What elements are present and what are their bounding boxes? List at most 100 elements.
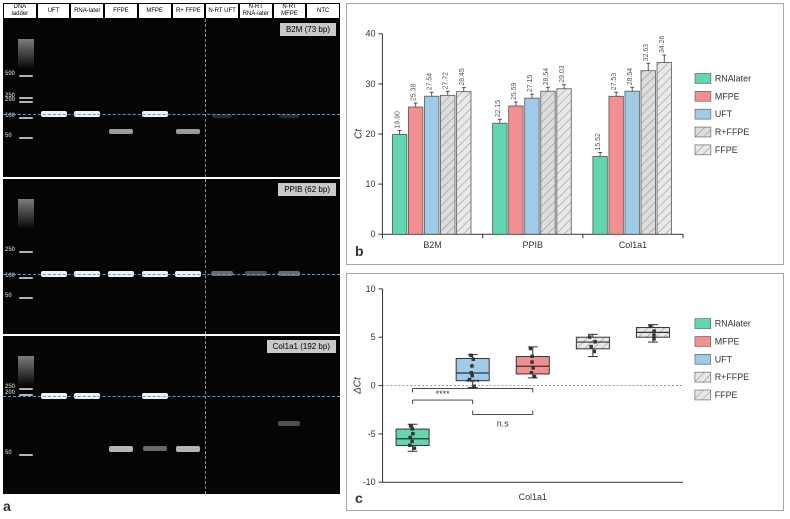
amplicon-size-line	[3, 274, 340, 275]
legend-label: RNAlater	[715, 73, 751, 83]
ladder-label: 50	[5, 133, 12, 139]
panel-a-letter: a	[3, 498, 11, 514]
svg-text:20: 20	[366, 129, 376, 139]
legend-swatch	[695, 91, 711, 101]
bar	[457, 92, 471, 235]
lane-separator	[205, 179, 206, 334]
data-point	[413, 446, 416, 449]
svg-text:0: 0	[371, 381, 376, 391]
ladder-label: 500	[5, 71, 15, 77]
svg-text:0: 0	[370, 229, 375, 239]
data-point	[408, 444, 411, 447]
panel-c-boxplot: -10-50510ΔCt********n.sCol1a1RNAlaterMFP…	[346, 273, 784, 511]
bar	[392, 135, 406, 235]
svg-text:30: 30	[366, 79, 376, 89]
data-point	[410, 440, 413, 443]
gel-target-label: PPIB (62 bp)	[278, 183, 336, 196]
panel-c-letter: c	[355, 490, 363, 506]
gel-band	[278, 421, 300, 426]
lane-header-cell: MFPE	[138, 3, 172, 19]
legend-label: MFPE	[715, 91, 740, 101]
legend-swatch	[695, 109, 711, 119]
data-point	[652, 337, 655, 340]
legend-label: FFPE	[715, 390, 738, 400]
ladder-label: 200	[5, 97, 15, 103]
gel-band	[176, 129, 200, 134]
legend-label: UFT	[715, 109, 733, 119]
bar-value-label: 27.15	[527, 75, 534, 93]
svg-text:Ct: Ct	[354, 128, 365, 139]
amplicon-size-line	[3, 396, 340, 397]
data-point	[472, 357, 475, 360]
gel-lane-header: DNA ladderUFTRNA-laterFFPEMFPER+ FFPEN-R…	[3, 3, 340, 19]
bar	[408, 107, 422, 234]
bar	[657, 63, 671, 235]
data-point	[589, 345, 592, 348]
gel-band	[143, 446, 167, 451]
svg-text:10: 10	[366, 284, 376, 294]
bar	[493, 123, 507, 234]
data-point	[470, 364, 473, 367]
bar-value-label: 27.54	[427, 73, 434, 91]
panel-a-gel-images: DNA ladderUFTRNA-laterFFPEMFPER+ FFPEN-R…	[3, 3, 340, 511]
gel-band	[176, 446, 200, 452]
amplicon-size-line	[3, 114, 340, 115]
svg-text:5: 5	[371, 332, 376, 342]
data-point	[408, 436, 411, 439]
lane-separator	[205, 19, 206, 177]
bar	[557, 89, 571, 234]
bar	[525, 98, 539, 234]
x-axis-label: Col1a1	[519, 492, 547, 502]
legend-swatch	[695, 319, 711, 329]
bar	[593, 156, 607, 234]
legend-swatch	[695, 354, 711, 364]
panel-b-bar-chart: 010203040Ct19.9025.3827.5427.7228.45B2M2…	[346, 3, 784, 265]
lane-header-cell: N-RT MFPE	[273, 3, 307, 19]
data-point	[409, 424, 412, 427]
bar	[509, 106, 523, 234]
data-point	[530, 360, 533, 363]
lane-header-cell: RNA-later	[70, 3, 104, 19]
lane-header-cell: FFPE	[104, 3, 138, 19]
bar-value-label: 28.45	[459, 68, 466, 86]
lane-header-cell: N-RT UFT	[205, 3, 239, 19]
legend-label: R+FFPE	[715, 127, 750, 137]
gel-target-label: Col1a1 (192 bp)	[267, 340, 336, 353]
bar-value-label: 25.38	[411, 84, 418, 102]
bar-value-label: 29.03	[559, 65, 566, 83]
bar	[541, 91, 555, 234]
group-label: Col1a1	[619, 240, 647, 250]
bar-value-label: 25.59	[511, 82, 518, 100]
significance-label: n.s	[497, 418, 509, 428]
bar	[609, 96, 623, 234]
data-point	[652, 329, 655, 332]
bar-value-label: 28.54	[627, 68, 634, 86]
gel-panel-1: PPIB (62 bp)25010050	[3, 179, 340, 334]
gel-panel-2: Col1a1 (192 bp)25020050	[3, 336, 340, 494]
lane-separator	[205, 336, 206, 494]
legend-label: FFPE	[715, 145, 738, 155]
svg-text:ΔCt: ΔCt	[353, 376, 364, 395]
legend-swatch	[695, 336, 711, 346]
legend-label: UFT	[715, 354, 733, 364]
data-point	[593, 340, 596, 343]
significance-label: ****	[436, 389, 450, 399]
data-point	[530, 355, 533, 358]
svg-text:10: 10	[366, 179, 376, 189]
data-point	[652, 333, 655, 336]
data-point	[411, 432, 414, 435]
lane-header-cell: UFT	[37, 3, 71, 19]
legend-swatch	[695, 372, 711, 382]
bar-value-label: 27.72	[443, 72, 450, 90]
group-label: B2M	[423, 240, 441, 250]
bar	[625, 91, 639, 234]
legend-swatch	[695, 390, 711, 400]
lane-header-cell: N-RT RNA-later	[239, 3, 273, 19]
bar	[641, 71, 655, 235]
data-point	[530, 371, 533, 374]
data-point	[529, 347, 532, 350]
ladder-label: 50	[5, 293, 12, 299]
svg-text:-5: -5	[368, 429, 376, 439]
bar	[441, 95, 455, 234]
gel-band	[109, 446, 133, 452]
